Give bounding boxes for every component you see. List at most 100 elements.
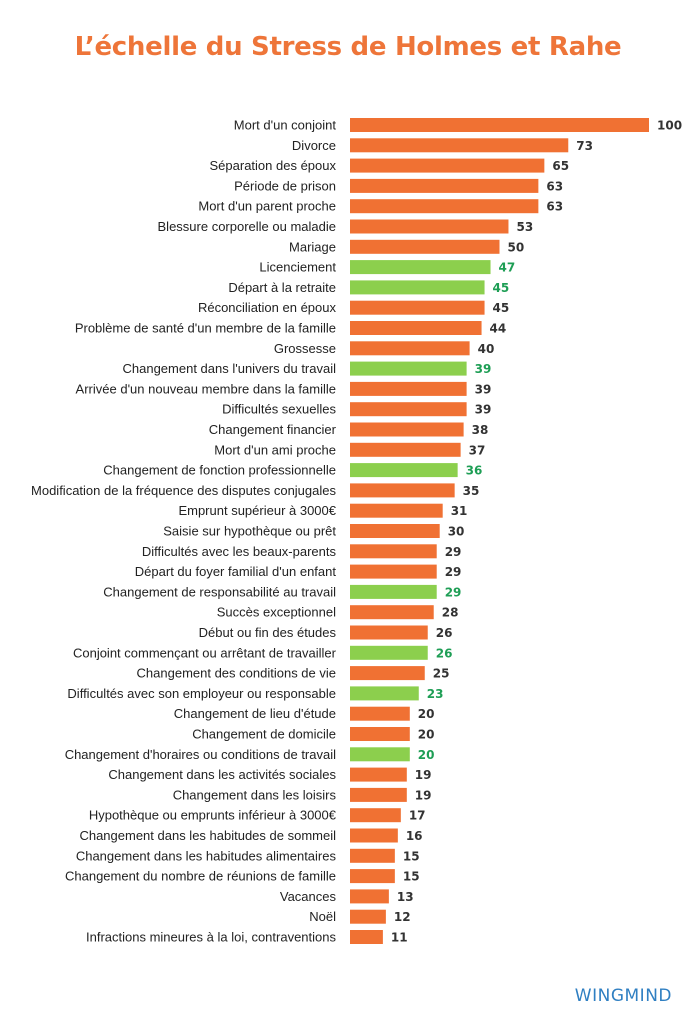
value-label: 15 — [403, 849, 420, 863]
bar — [350, 909, 386, 924]
bar — [350, 158, 545, 173]
category-label: Changement de lieu d'étude — [174, 706, 336, 721]
value-label: 30 — [448, 525, 465, 539]
value-label: 44 — [490, 322, 507, 336]
category-label: Changement dans les habitudes alimentair… — [76, 848, 337, 863]
category-label: Début ou fin des études — [199, 625, 337, 640]
value-label: 28 — [442, 606, 459, 620]
category-label: Changement dans les loisirs — [173, 787, 337, 802]
category-label: Modification de la fréquence des dispute… — [31, 483, 336, 498]
value-label: 25 — [433, 667, 450, 681]
bar — [350, 381, 467, 396]
bar — [350, 828, 398, 843]
bar — [350, 727, 410, 741]
value-label: 45 — [493, 301, 510, 315]
bar — [350, 361, 467, 376]
category-label: Difficultés sexuelles — [222, 402, 336, 417]
value-label: 47 — [499, 261, 516, 275]
value-label: 29 — [445, 585, 462, 599]
bar — [350, 686, 419, 701]
bar — [350, 808, 401, 823]
category-label: Emprunt supérieur à 3000€ — [178, 503, 336, 518]
category-label: Hypothèque ou emprunts inférieur à 3000€ — [89, 808, 337, 823]
category-label: Période de prison — [234, 178, 336, 193]
bar — [350, 442, 461, 457]
category-label: Mort d'un ami proche — [214, 442, 336, 457]
value-label: 12 — [394, 910, 411, 924]
bar — [350, 260, 491, 275]
value-label: 39 — [475, 403, 492, 417]
bar — [350, 747, 410, 762]
category-label: Divorce — [292, 138, 336, 153]
value-label: 17 — [409, 809, 426, 823]
category-label: Changement dans l'univers du travail — [123, 361, 337, 376]
category-label: Réconciliation en époux — [198, 300, 337, 315]
category-label: Mort d'un parent proche — [198, 199, 336, 214]
category-label: Changement de fonction professionnelle — [103, 463, 336, 478]
bar — [350, 402, 467, 417]
value-label: 38 — [472, 423, 489, 437]
value-label: 13 — [397, 890, 414, 904]
value-label: 23 — [427, 687, 444, 701]
category-label: Départ à la retraite — [228, 280, 336, 295]
bar — [350, 341, 470, 356]
bar — [350, 666, 425, 681]
bar — [350, 178, 539, 193]
value-label: 37 — [469, 443, 486, 457]
bar — [350, 138, 569, 153]
value-label: 63 — [546, 179, 563, 193]
category-label: Changement de domicile — [192, 727, 336, 742]
category-label: Problème de santé d'un membre de la fami… — [75, 321, 336, 336]
category-label: Succès exceptionnel — [217, 605, 336, 620]
value-label: 29 — [445, 545, 462, 559]
category-label: Saisie sur hypothèque ou prêt — [163, 524, 336, 539]
bar — [350, 118, 649, 132]
category-label: Changement du nombre de réunions de fami… — [65, 869, 336, 884]
category-label: Départ du foyer familial d'un enfant — [135, 564, 337, 579]
bar — [350, 321, 482, 335]
value-label: 16 — [406, 829, 423, 843]
category-label: Conjoint commençant ou arrêtant de trava… — [73, 645, 337, 660]
category-label: Changement d'horaires ou conditions de t… — [65, 747, 336, 762]
category-label: Grossesse — [274, 341, 336, 356]
category-label: Mariage — [289, 239, 336, 254]
category-label: Changement dans les habitudes de sommeil — [79, 828, 336, 843]
bar — [350, 869, 395, 884]
value-label: 53 — [516, 220, 533, 234]
bar — [350, 930, 383, 944]
value-label: 73 — [576, 139, 593, 153]
bar — [350, 300, 485, 315]
value-label: 100 — [657, 119, 682, 133]
bar — [350, 219, 509, 234]
value-label: 65 — [552, 159, 569, 173]
category-label: Blessure corporelle ou maladie — [158, 219, 336, 234]
bar — [350, 199, 539, 214]
category-label: Mort d'un conjoint — [234, 118, 337, 133]
value-label: 39 — [475, 362, 492, 376]
bar — [350, 544, 437, 559]
bar — [350, 706, 410, 721]
value-label: 19 — [415, 768, 432, 782]
value-label: 20 — [418, 748, 435, 762]
bar — [350, 280, 485, 295]
bar — [350, 239, 500, 254]
value-label: 26 — [436, 626, 453, 640]
bar — [350, 889, 389, 904]
category-label: Changement dans les activités sociales — [108, 767, 336, 782]
bar — [350, 463, 458, 478]
value-label: 29 — [445, 565, 462, 579]
value-label: 31 — [451, 504, 468, 518]
bar — [350, 503, 443, 518]
category-label: Séparation des époux — [210, 158, 337, 173]
value-label: 26 — [436, 646, 453, 660]
value-label: 35 — [463, 484, 480, 498]
bar — [350, 625, 428, 640]
category-label: Licenciement — [259, 260, 336, 275]
bar — [350, 645, 428, 660]
value-label: 20 — [418, 728, 435, 742]
category-label: Arrivée d'un nouveau membre dans la fami… — [76, 381, 336, 396]
value-label: 39 — [475, 382, 492, 396]
bar — [350, 422, 464, 437]
value-label: 19 — [415, 788, 432, 802]
